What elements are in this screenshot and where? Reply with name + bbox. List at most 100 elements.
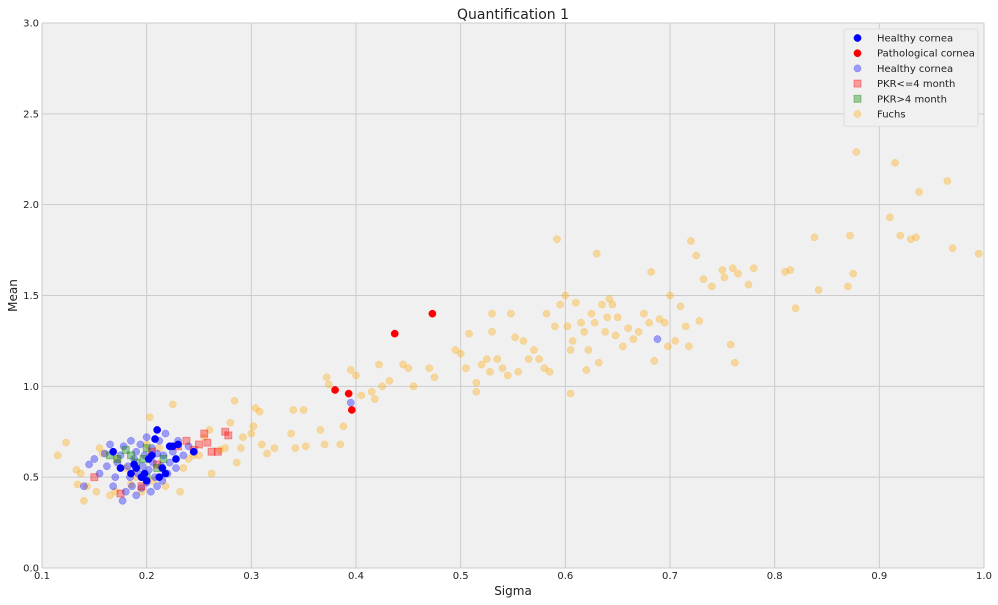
data-point (542, 309, 551, 318)
legend-label: PKR<=4 month (877, 79, 955, 90)
data-point (451, 346, 460, 354)
data-point (687, 237, 695, 245)
data-point (128, 482, 136, 491)
legend-marker (853, 64, 862, 73)
data-point (130, 460, 138, 469)
data-point (83, 482, 91, 491)
data-point (137, 482, 146, 491)
y-tick-label: 0.0 (23, 564, 39, 575)
data-point (116, 489, 125, 498)
data-point (594, 358, 603, 367)
data-point (159, 451, 168, 460)
data-point (142, 433, 151, 442)
data-point (92, 487, 101, 496)
data-point (744, 280, 753, 289)
data-point (660, 318, 669, 327)
data-point (247, 429, 256, 438)
data-point (95, 469, 104, 478)
data-point (456, 349, 465, 358)
legend-label: PKR>4 month (877, 94, 947, 105)
data-point (249, 422, 258, 431)
data-point (846, 231, 854, 240)
data-point (62, 438, 70, 447)
data-point (561, 291, 570, 300)
data-point (592, 249, 601, 258)
data-point (718, 266, 727, 274)
y-tick-label: 2.5 (23, 109, 39, 120)
data-point (80, 482, 88, 491)
data-point (367, 387, 376, 396)
data-point (153, 426, 161, 434)
data-point (577, 318, 585, 327)
data-point (891, 159, 899, 167)
data-point (645, 318, 653, 327)
data-point (507, 309, 515, 318)
data-point (749, 264, 758, 273)
y-axis-label: Mean (6, 279, 20, 312)
data-point (109, 447, 118, 456)
data-point (161, 469, 170, 478)
data-point (109, 482, 118, 491)
data-point (346, 398, 355, 407)
data-point (213, 447, 222, 456)
data-point (885, 213, 894, 222)
data-point (786, 266, 795, 274)
legend-marker (853, 94, 862, 103)
data-point (221, 427, 230, 436)
series-1 (331, 309, 437, 414)
data-point (472, 387, 481, 396)
data-point (430, 373, 439, 382)
data-point (207, 469, 216, 478)
data-point (142, 440, 151, 449)
legend-marker (853, 34, 862, 42)
data-point (121, 487, 130, 496)
data-point (629, 335, 638, 343)
data-point (347, 406, 356, 414)
data-point (503, 371, 512, 380)
data-point (488, 327, 496, 336)
legend-label: Fuchs (877, 110, 906, 121)
legend: Healthy cornea Pathological cornea Healthy… (843, 28, 979, 127)
y-tick-label: 2.0 (23, 200, 39, 211)
data-point (639, 309, 648, 318)
data-point (482, 355, 491, 363)
data-point (781, 268, 789, 276)
data-point (184, 442, 193, 451)
data-point (375, 360, 383, 369)
data-point (728, 264, 737, 273)
x-tick-label: 0.9 (871, 571, 887, 582)
data-point (339, 422, 348, 431)
data-point (556, 300, 564, 309)
data-point (664, 342, 672, 351)
data-point (172, 464, 180, 472)
data-point (385, 377, 394, 385)
data-point (179, 464, 188, 472)
data-point (647, 268, 656, 276)
data-point (948, 244, 957, 253)
data-point (237, 444, 245, 452)
legend-label: Pathological cornea (877, 49, 975, 60)
data-point (151, 435, 159, 443)
data-point (590, 318, 599, 327)
data-point (251, 404, 260, 412)
data-point (511, 333, 519, 342)
x-tick-label: 0.6 (557, 571, 573, 582)
data-point (216, 446, 224, 454)
data-point (370, 395, 379, 403)
data-point (344, 389, 353, 398)
data-point (159, 455, 168, 463)
data-point (399, 360, 407, 369)
series-0 (109, 426, 198, 485)
data-point (486, 367, 494, 376)
y-tick-label: 3.0 (23, 19, 39, 30)
data-point (80, 496, 88, 505)
x-axis-label: Sigma (494, 584, 532, 598)
data-point (488, 309, 496, 318)
data-point (568, 337, 577, 345)
data-point (85, 460, 93, 469)
data-point (390, 329, 399, 338)
data-point (127, 469, 135, 478)
data-point (73, 480, 82, 489)
data-point (322, 373, 331, 382)
data-point (136, 440, 145, 449)
